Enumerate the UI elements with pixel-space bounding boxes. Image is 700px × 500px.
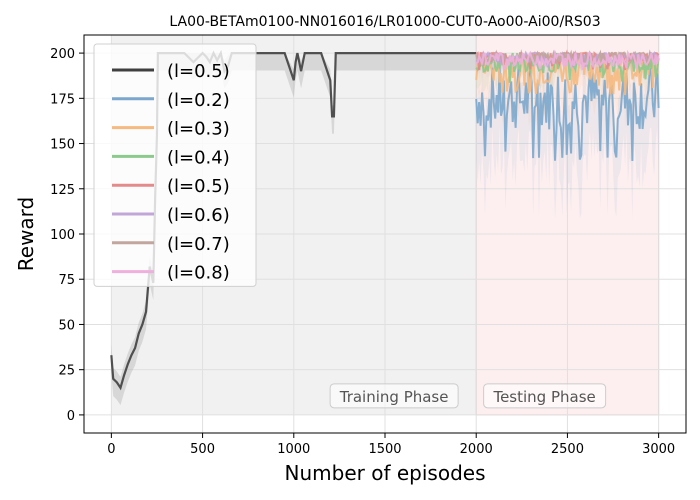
phase-label-box — [483, 383, 607, 409]
legend-label: (l=0.2) — [167, 90, 230, 111]
y-axis-ticks: 0 25 50 75 100 125 150 175 200 — [50, 47, 84, 424]
y-tick-label: 150 — [50, 138, 75, 153]
y-tick-label: 50 — [58, 318, 75, 333]
testing-line — [475, 66, 660, 162]
legend-label: (l=0.5) — [167, 176, 230, 197]
legend-label: (l=0.8) — [167, 263, 230, 284]
legend-label: (l=0.3) — [167, 119, 230, 140]
phase-label-box — [329, 383, 459, 409]
legend-label: (l=0.5) — [167, 61, 230, 82]
x-tick-label: 1500 — [368, 442, 401, 457]
phase-label: Testing Phase — [492, 388, 595, 406]
x-tick-label: 1000 — [277, 442, 310, 457]
y-tick-label: 125 — [50, 183, 75, 198]
legend-label: (l=0.7) — [167, 234, 230, 255]
legend-box — [93, 43, 257, 287]
y-tick-label: 0 — [67, 409, 75, 424]
y-tick-label: 100 — [50, 228, 75, 243]
x-axis-ticks: 0 500 1000 1500 2000 2500 3000 — [107, 433, 675, 457]
y-tick-label: 75 — [58, 273, 75, 288]
phase-labels: Training Phase Testing Phase — [329, 383, 607, 409]
y-tick-label: 200 — [50, 47, 75, 62]
testing-line — [475, 49, 660, 72]
x-tick-label: 3000 — [642, 442, 675, 457]
x-tick-label: 0 — [107, 442, 115, 457]
x-tick-label: 2000 — [460, 442, 493, 457]
chart-title: LA00-BETAm0100-NN016016/LR01000-CUT0-Ao0… — [169, 14, 600, 30]
y-tick-label: 175 — [50, 92, 75, 107]
x-tick-label: 2500 — [551, 442, 584, 457]
y-tick-label: 25 — [58, 364, 75, 379]
phase-label: Training Phase — [339, 388, 449, 406]
legend: (l=0.5) (l=0.2) (l=0.3) (l=0.4) (l=0.5) (l=0.… — [93, 43, 257, 287]
x-tick-label: 500 — [190, 442, 215, 457]
y-axis-label: Reward — [14, 197, 38, 271]
legend-label: (l=0.4) — [167, 147, 230, 168]
x-axis-label: Number of episodes — [285, 461, 486, 485]
legend-label: (l=0.6) — [167, 205, 230, 226]
